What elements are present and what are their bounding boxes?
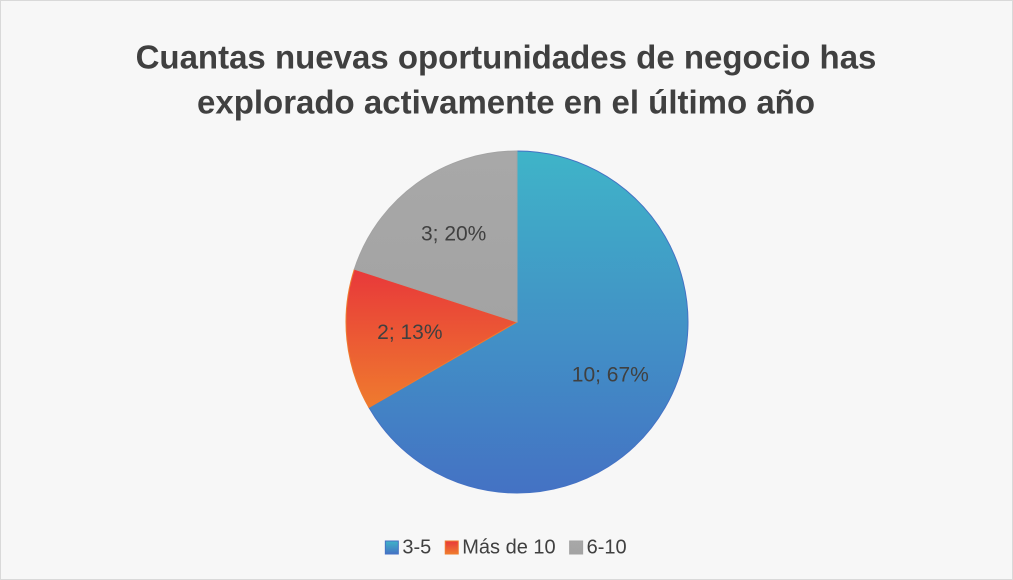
pie-slice [353, 150, 518, 323]
data-label: 3; 20% [421, 222, 486, 245]
data-label: 2; 13% [377, 321, 442, 344]
chart-title: explorado activamente en el último año [197, 84, 815, 121]
legend-label: 3-5 [402, 536, 431, 558]
legend-swatch [384, 540, 399, 555]
legend-swatch [569, 540, 584, 555]
legend-swatch [444, 540, 459, 555]
legend-label: 6-10 [587, 536, 627, 558]
pie-slice [345, 268, 519, 409]
pie-slice [368, 150, 689, 494]
data-label: 10; 67% [572, 363, 649, 386]
chart-title: Cuantas nuevas oportunidades de negocio … [136, 39, 877, 76]
legend-label: Más de 10 [462, 536, 555, 558]
